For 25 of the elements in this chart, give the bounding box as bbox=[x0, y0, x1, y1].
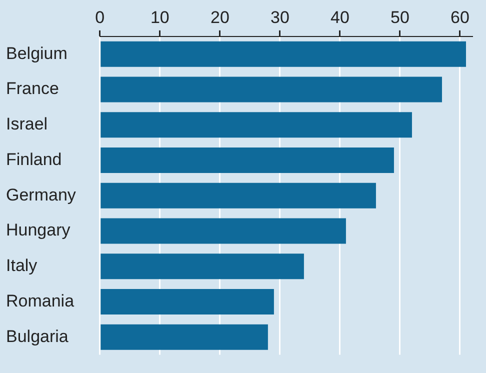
x-tick-label: 0 bbox=[95, 8, 105, 27]
y-tick-label: Italy bbox=[6, 256, 38, 276]
bar bbox=[100, 147, 394, 173]
y-tick-label: Belgium bbox=[6, 44, 68, 63]
y-tick-label: France bbox=[6, 79, 59, 98]
x-tick-label: 20 bbox=[210, 8, 230, 27]
bar bbox=[100, 112, 412, 138]
y-tick-label: Romania bbox=[6, 291, 75, 310]
bar bbox=[100, 41, 466, 67]
x-tick-label: 60 bbox=[450, 8, 470, 27]
x-tick-label: 30 bbox=[270, 8, 290, 27]
x-tick-label: 40 bbox=[330, 8, 350, 27]
y-tick-label: Germany bbox=[6, 185, 76, 204]
y-tick-label: Finland bbox=[6, 150, 62, 169]
x-tick-label: 50 bbox=[390, 8, 410, 27]
bar bbox=[100, 76, 442, 102]
y-tick-label: Bulgaria bbox=[6, 326, 69, 346]
bar bbox=[100, 289, 274, 314]
x-tick-label: 10 bbox=[150, 8, 170, 27]
bar bbox=[100, 182, 376, 208]
y-tick-label: Israel bbox=[6, 114, 48, 134]
bar bbox=[100, 254, 304, 280]
bar bbox=[100, 218, 346, 244]
y-tick-label: Hungary bbox=[6, 220, 71, 240]
bar bbox=[100, 324, 268, 350]
